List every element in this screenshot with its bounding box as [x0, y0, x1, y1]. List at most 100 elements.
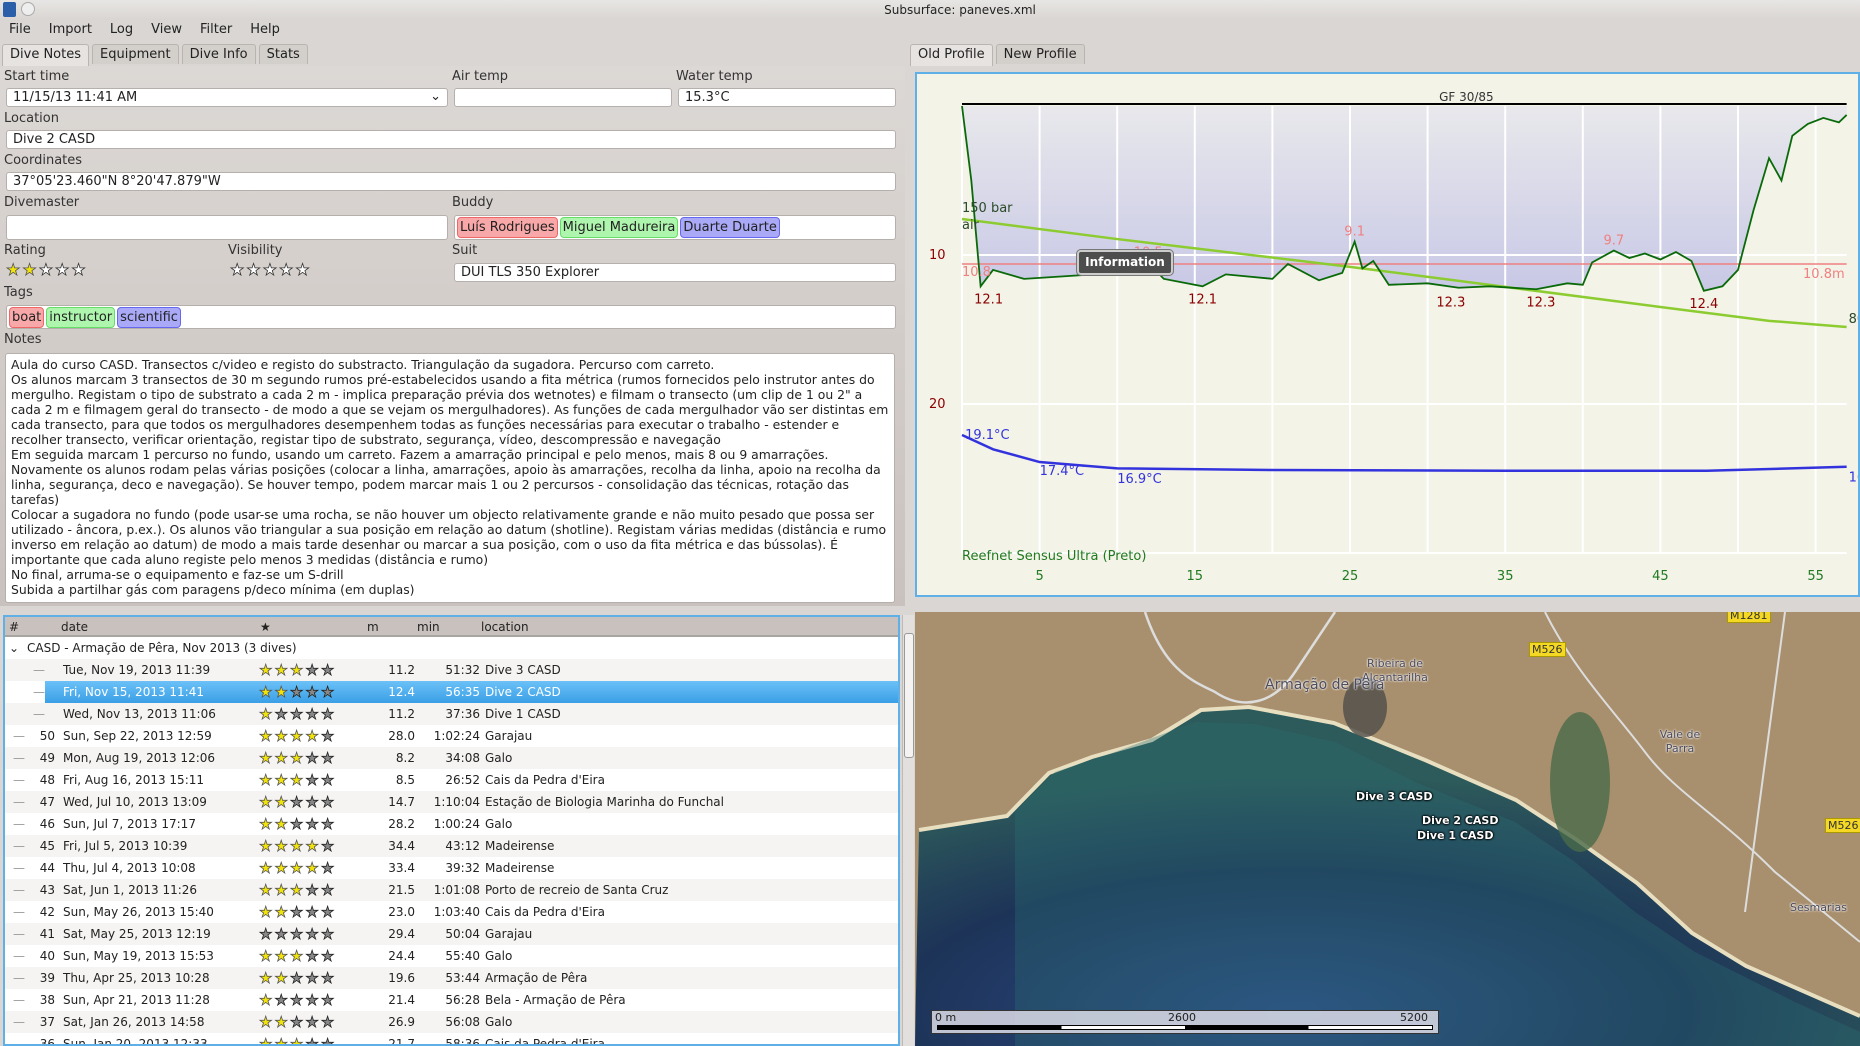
column-date[interactable]: date: [61, 620, 89, 634]
dive-marker[interactable]: Dive 2 CASD: [1422, 814, 1499, 827]
information-button[interactable]: Information: [1076, 249, 1174, 276]
star-icon[interactable]: ★: [274, 991, 288, 1010]
menu-filter[interactable]: Filter: [200, 22, 233, 37]
star-icon[interactable]: ★: [305, 1035, 319, 1046]
star-icon[interactable]: ★: [320, 969, 335, 988]
dive-row[interactable]: — 38 Sun, Apr 21, 2013 11:28 ★ ★ ★ ★ ★ 21.4 …: [5, 989, 898, 1011]
tab-new-profile[interactable]: New Profile: [995, 44, 1085, 64]
tag-chip[interactable]: instructor: [46, 307, 116, 328]
star-icon[interactable]: ★: [274, 837, 288, 856]
menu-view[interactable]: View: [151, 22, 183, 37]
star-icon[interactable]: ★: [262, 260, 278, 279]
star-icon[interactable]: ★: [289, 705, 304, 724]
dive-row[interactable]: — 45 Fri, Jul 5, 2013 10:39 ★ ★ ★ ★ ★ 34.4 4…: [5, 835, 898, 857]
star-icon[interactable]: ★: [22, 260, 37, 279]
dive-row[interactable]: — 46 Sun, Jul 7, 2013 17:17 ★ ★ ★ ★ ★ 28.2 1…: [5, 813, 898, 835]
star-icon[interactable]: ★: [320, 947, 335, 966]
menu-log[interactable]: Log: [109, 22, 134, 37]
star-icon[interactable]: ★: [259, 815, 273, 834]
dive-marker[interactable]: Dive 1 CASD: [1417, 829, 1494, 842]
divemaster-field[interactable]: [6, 215, 448, 240]
star-icon[interactable]: ★: [259, 903, 273, 922]
star-icon[interactable]: ★: [274, 705, 288, 724]
star-icon[interactable]: ★: [259, 793, 273, 812]
star-icon[interactable]: ★: [320, 881, 335, 900]
star-icon[interactable]: ★: [289, 727, 304, 746]
star-icon[interactable]: ★: [259, 771, 273, 790]
dive-row[interactable]: — 42 Sun, May 26, 2013 15:40 ★ ★ ★ ★ ★ 23.0 …: [5, 901, 898, 923]
dive-marker[interactable]: Dive 3 CASD: [1356, 790, 1433, 803]
star-icon[interactable]: ★: [274, 683, 288, 702]
star-icon[interactable]: ★: [289, 925, 304, 944]
dive-row[interactable]: — 50 Sun, Sep 22, 2013 12:59 ★ ★ ★ ★ ★ 28.0 …: [5, 725, 898, 747]
star-icon[interactable]: ★: [320, 1013, 335, 1032]
coordinates-field[interactable]: 37°05'23.460"N 8°20'47.879"W: [6, 172, 896, 191]
star-icon[interactable]: ★: [274, 1013, 288, 1032]
star-icon[interactable]: ★: [289, 1035, 304, 1046]
buddy-chip[interactable]: Duarte Duarte: [680, 217, 780, 238]
star-icon[interactable]: ★: [259, 661, 273, 680]
star-icon[interactable]: ★: [320, 859, 335, 878]
tab-dive-info[interactable]: Dive Info: [181, 44, 256, 64]
star-icon[interactable]: ★: [274, 749, 288, 768]
star-icon[interactable]: ★: [71, 260, 86, 279]
tab-equipment[interactable]: Equipment: [92, 44, 179, 64]
star-icon[interactable]: ★: [305, 881, 319, 900]
star-icon[interactable]: ★: [274, 925, 288, 944]
menu-file[interactable]: File: [9, 22, 31, 37]
column-rating[interactable]: ★: [260, 620, 271, 634]
star-icon[interactable]: ★: [295, 260, 310, 279]
star-icon[interactable]: ★: [289, 969, 304, 988]
star-icon[interactable]: ★: [259, 837, 273, 856]
star-icon[interactable]: ★: [305, 991, 319, 1010]
menu-help[interactable]: Help: [250, 22, 280, 37]
star-icon[interactable]: ★: [279, 260, 294, 279]
star-icon[interactable]: ★: [320, 727, 335, 746]
star-icon[interactable]: ★: [274, 1035, 288, 1046]
star-icon[interactable]: ★: [305, 749, 319, 768]
column-duration[interactable]: min: [417, 620, 440, 634]
star-icon[interactable]: ★: [320, 705, 335, 724]
star-icon[interactable]: ★: [289, 771, 304, 790]
buddy-chip[interactable]: Miguel Madureira: [559, 217, 679, 238]
star-icon[interactable]: ★: [274, 727, 288, 746]
suit-field[interactable]: DUI TLS 350 Explorer: [454, 263, 896, 282]
star-icon[interactable]: ★: [305, 969, 319, 988]
star-icon[interactable]: ★: [320, 903, 335, 922]
star-icon[interactable]: ★: [305, 815, 319, 834]
star-icon[interactable]: ★: [274, 969, 288, 988]
star-icon[interactable]: ★: [305, 771, 319, 790]
star-icon[interactable]: ★: [305, 661, 319, 680]
window-menu-button[interactable]: [21, 2, 35, 16]
tab-stats[interactable]: Stats: [258, 44, 308, 64]
star-icon[interactable]: ★: [259, 1035, 273, 1046]
star-icon[interactable]: ★: [274, 859, 288, 878]
dive-map[interactable]: Armação de Pêra Ribeira de Alcantarilha …: [915, 612, 1860, 1046]
dive-row[interactable]: — 44 Thu, Jul 4, 2013 10:08 ★ ★ ★ ★ ★ 33.4 3…: [5, 857, 898, 879]
tab-dive-notes[interactable]: Dive Notes: [2, 44, 89, 66]
star-icon[interactable]: ★: [320, 837, 335, 856]
dive-row[interactable]: — 37 Sat, Jan 26, 2013 14:58 ★ ★ ★ ★ ★ 26.9 …: [5, 1011, 898, 1033]
scrollbar-thumb[interactable]: [904, 633, 914, 758]
star-icon[interactable]: ★: [259, 749, 273, 768]
star-icon[interactable]: ★: [289, 991, 304, 1010]
water-temp-field[interactable]: 15.3°C: [678, 88, 896, 107]
star-icon[interactable]: ★: [259, 991, 273, 1010]
star-icon[interactable]: ★: [55, 260, 70, 279]
star-icon[interactable]: ★: [305, 859, 319, 878]
star-icon[interactable]: ★: [289, 661, 304, 680]
star-icon[interactable]: ★: [38, 260, 54, 279]
start-time-field[interactable]: 11/15/13 11:41 AM ⌄: [6, 88, 448, 107]
star-icon[interactable]: ★: [259, 683, 273, 702]
star-icon[interactable]: ★: [289, 903, 304, 922]
star-icon[interactable]: ★: [320, 815, 335, 834]
star-icon[interactable]: ★: [289, 793, 304, 812]
star-icon[interactable]: ★: [305, 705, 319, 724]
column-location[interactable]: location: [481, 620, 529, 634]
star-icon[interactable]: ★: [230, 260, 245, 279]
dive-row[interactable]: — Wed, Nov 13, 2013 11:06 ★ ★ ★ ★ ★ 11.2 37:…: [5, 703, 898, 725]
chevron-down-icon[interactable]: ⌄: [430, 89, 441, 104]
star-icon[interactable]: ★: [246, 260, 261, 279]
tag-chip[interactable]: scientific: [117, 307, 181, 328]
star-icon[interactable]: ★: [320, 749, 335, 768]
